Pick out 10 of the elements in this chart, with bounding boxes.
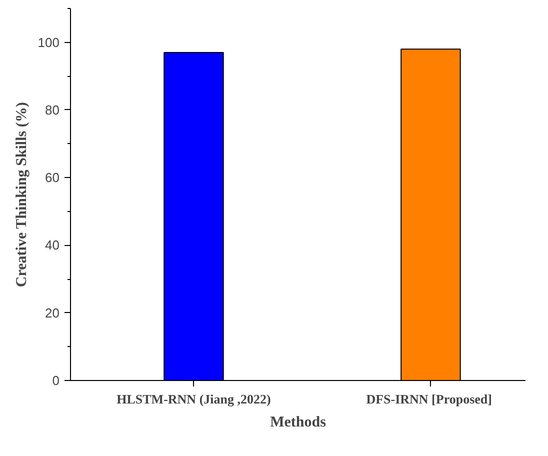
x-tick-label: HLSTM-RNN (Jiang ,2022)	[116, 392, 271, 406]
y-tick-label: 20	[45, 305, 60, 320]
y-tick-label: 60	[45, 170, 60, 186]
y-tick-label: 80	[45, 102, 60, 118]
y-tick-label: 0	[52, 373, 60, 388]
y-axis-title: Creative Thinking Skills (%)	[14, 102, 30, 288]
x-axis-title: Methods	[270, 414, 326, 430]
x-tick-label: DFS-IRNN [Proposed]	[366, 392, 492, 406]
y-tick-label: 40	[45, 238, 60, 253]
y-tick-label: 100	[38, 34, 60, 50]
